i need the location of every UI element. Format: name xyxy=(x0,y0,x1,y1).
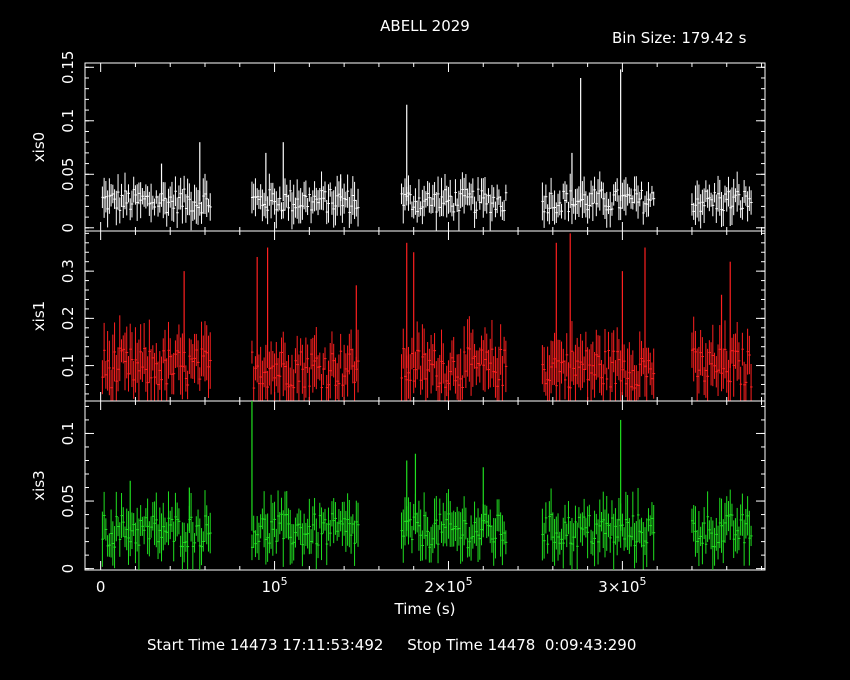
bin-size-label: Bin Size: 179.42 s xyxy=(612,29,747,47)
x-tick-label: 105 xyxy=(262,575,288,596)
chart-title: ABELL 2029 xyxy=(380,17,470,35)
x-tick-label: 2×105 xyxy=(424,575,472,596)
x-axis-label: Time (s) xyxy=(394,600,456,618)
xis3-ylabel: xis3 xyxy=(30,470,48,500)
x-tick-label: 3×105 xyxy=(598,575,646,596)
xis1-frame xyxy=(84,230,766,402)
xis0-ytick-label: 0.15 xyxy=(59,51,77,84)
xis1-ytick-label: 0.2 xyxy=(59,306,77,330)
xis1-ylabel: xis1 xyxy=(30,301,48,331)
xis3-ytick-label: 0.1 xyxy=(59,422,77,446)
xis0-ytick-label: 0 xyxy=(59,223,77,233)
time-range-footer: Start Time 14473 17:11:53:492 Stop Time … xyxy=(147,636,637,654)
xis1-ytick-label: 0.3 xyxy=(59,259,77,283)
x-tick-label: 0 xyxy=(96,578,106,596)
xis3-ytick-label: 0.05 xyxy=(59,484,77,517)
xis0-ytick-label: 0.05 xyxy=(59,158,77,191)
xis3-ytick-label: 0 xyxy=(59,564,77,574)
xis0-frame xyxy=(84,62,766,232)
xis1-ytick-label: 0.1 xyxy=(59,354,77,378)
xis0-ytick-label: 0.1 xyxy=(59,109,77,133)
xis0-ylabel: xis0 xyxy=(30,132,48,162)
xis3-frame xyxy=(84,400,766,571)
